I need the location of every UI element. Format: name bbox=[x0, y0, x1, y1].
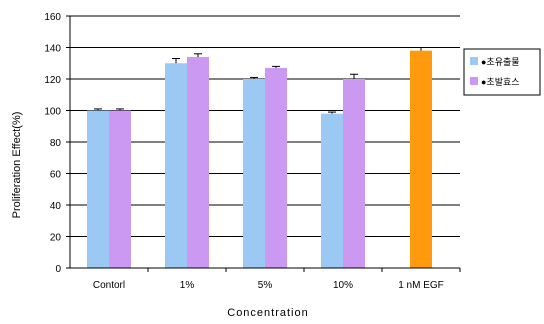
bar bbox=[343, 79, 365, 268]
x-tick-labels: Contorl 1% 5% 10% 1 nM EGF bbox=[93, 280, 444, 291]
y-axis-label: Proliferation Effect(%) bbox=[11, 112, 23, 219]
y-tick-label: 60 bbox=[50, 170, 62, 181]
legend-swatch bbox=[470, 57, 478, 65]
bar bbox=[265, 67, 287, 268]
y-tick-label: 40 bbox=[50, 201, 62, 212]
legend-label: ●초유출물 bbox=[481, 57, 520, 67]
x-tick-label: Contorl bbox=[93, 280, 125, 291]
legend-swatch bbox=[470, 77, 478, 85]
x-tick-label: 5% bbox=[258, 280, 273, 291]
x-tick-label: 1 nM EGF bbox=[398, 280, 444, 291]
x-tick-label: 1% bbox=[180, 280, 195, 291]
bar bbox=[321, 113, 343, 269]
bar bbox=[187, 56, 209, 269]
y-tick-label: 100 bbox=[44, 107, 61, 118]
error-bars bbox=[94, 47, 425, 114]
y-tick-label: 140 bbox=[44, 44, 61, 55]
legend: ●초유출물 ●초발효스 bbox=[463, 48, 541, 96]
bar bbox=[243, 79, 265, 268]
y-tick-label: 80 bbox=[50, 138, 62, 149]
legend-box bbox=[463, 48, 541, 96]
x-tick-label: 10% bbox=[333, 280, 353, 291]
legend-label: ●초발효스 bbox=[481, 77, 520, 87]
y-tick-label: 160 bbox=[44, 12, 61, 23]
bar bbox=[87, 110, 109, 268]
y-tick-label: 0 bbox=[55, 264, 61, 275]
bars bbox=[87, 50, 432, 269]
y-tick-label: 120 bbox=[44, 75, 61, 86]
bar bbox=[109, 110, 131, 268]
bar bbox=[165, 63, 187, 268]
x-axis-label: Concentration bbox=[227, 307, 309, 319]
bar bbox=[410, 50, 432, 269]
y-tick-label: 20 bbox=[50, 233, 62, 244]
y-tick-labels: 0 20 40 60 80 100 120 140 160 bbox=[44, 12, 61, 275]
